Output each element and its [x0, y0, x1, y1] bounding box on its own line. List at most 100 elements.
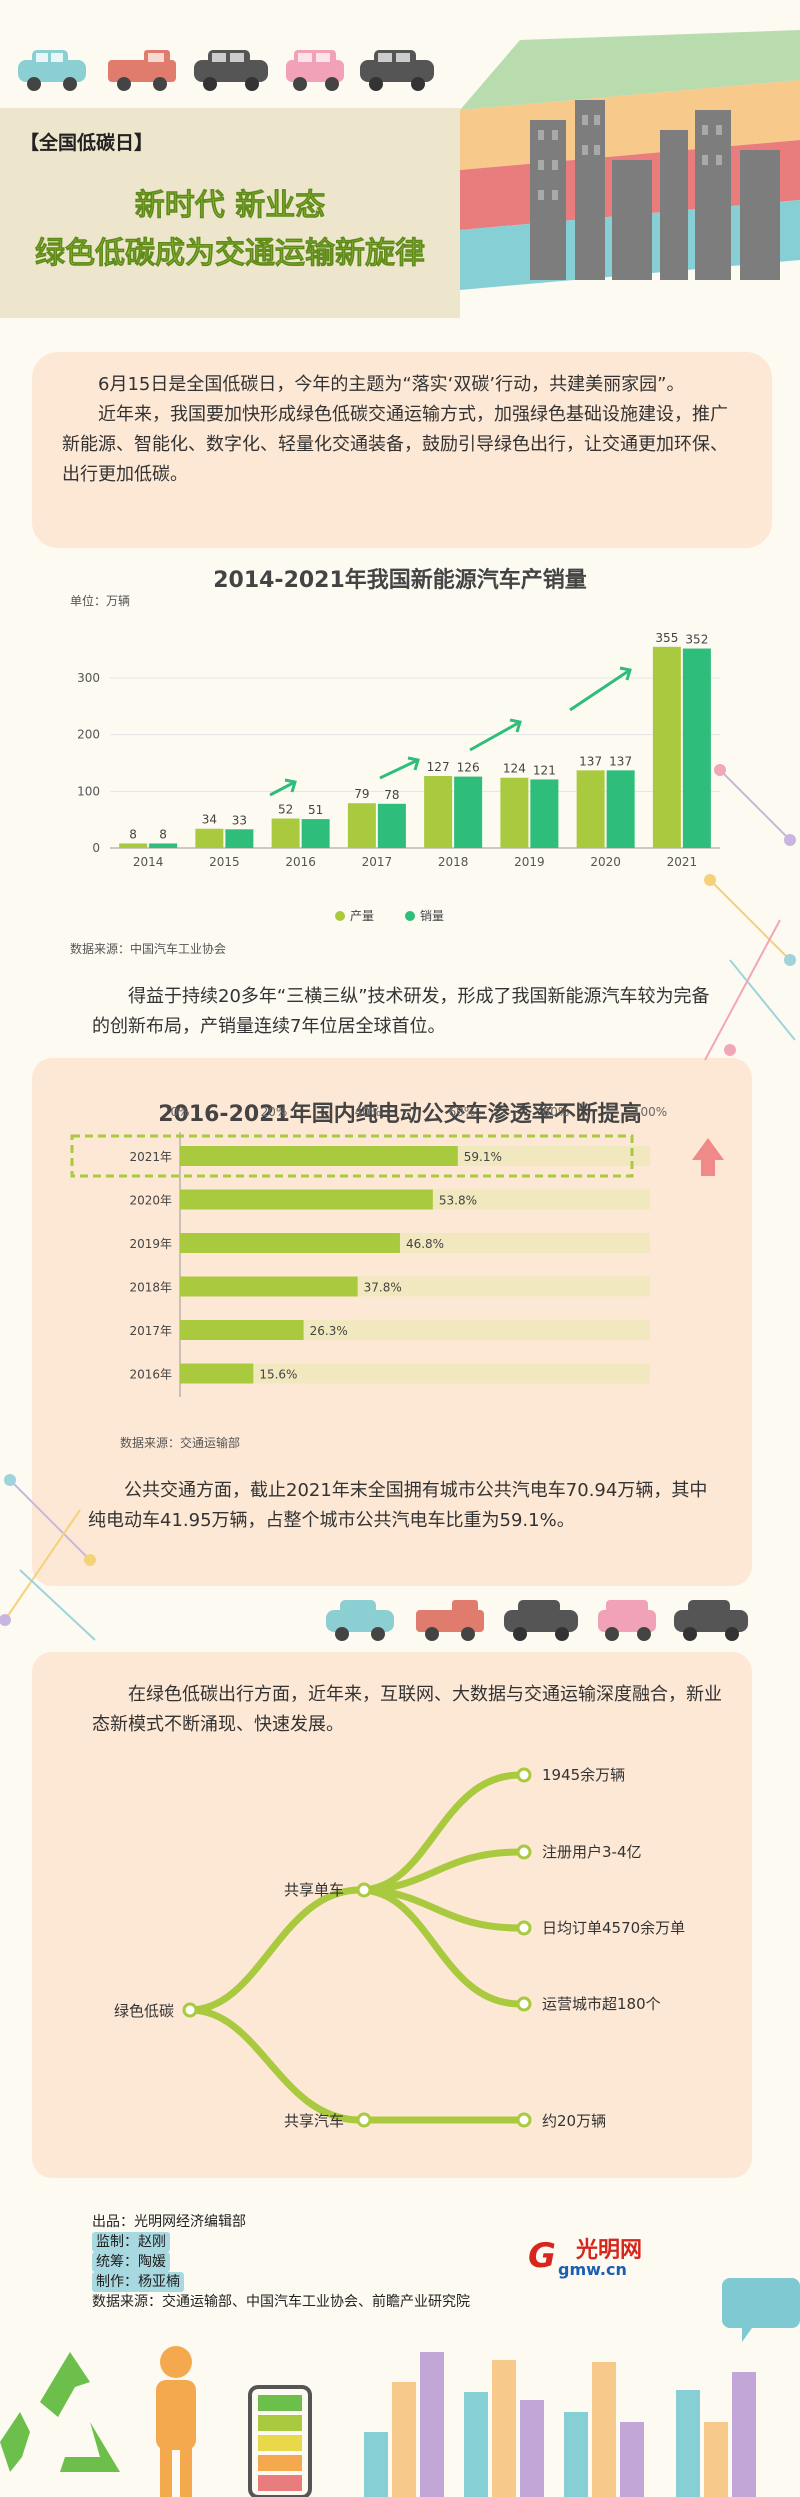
- header-tag: 【全国低碳日】: [20, 132, 154, 154]
- recycle-icon: [0, 2352, 120, 2472]
- x-tick-label: 2019: [514, 855, 545, 869]
- paragraph-innovation: 得益于持续20多年“三横三纵”技术研发，形成了我国新能源汽车较为完备的创新布局，…: [92, 986, 710, 1037]
- bar-penetration: [180, 1146, 458, 1166]
- x-tick-label: 2020: [590, 855, 621, 869]
- bottom-illustration: [0, 2278, 800, 2497]
- tree-leaf: 约20万辆: [542, 2112, 607, 2130]
- paragraph-public-transport: 公共交通方面，截止2021年末全国拥有城市公共汽电车70.94万辆，其中纯电动车…: [88, 1480, 708, 1531]
- tree-branch-bike: 共享单车: [284, 1881, 345, 1899]
- credit-coordinator: 统筹：陶媛: [92, 2252, 170, 2272]
- bar-penetration: [180, 1363, 254, 1384]
- bar-value-label: 352: [685, 633, 708, 647]
- up-arrow-icon: [692, 1138, 724, 1176]
- bar-production: [119, 843, 148, 848]
- y-tick-label: 200: [77, 728, 100, 742]
- x-tick-label: 2021: [667, 855, 698, 869]
- car-icon-row: [18, 50, 434, 91]
- logo-text: 光明网: [576, 2237, 643, 2263]
- tree-leaf: 日均订单4570余万单: [542, 1919, 686, 1937]
- chart1-bar-chart: 0 100 200 300 8 8 2014 34 33 2015 52 51 2016 79 78 2017…: [77, 631, 720, 923]
- bar-sales: [377, 803, 406, 848]
- bar-value-label: 46.8%: [406, 1237, 444, 1251]
- bar-sales: [682, 648, 711, 848]
- bar-value-label: 52: [278, 803, 293, 817]
- bar-penetration: [180, 1276, 358, 1297]
- bar-production: [271, 818, 300, 848]
- bar-value-label: 126: [457, 761, 480, 775]
- y-category-label: 2017年: [129, 1324, 172, 1338]
- bar-sales: [149, 843, 178, 848]
- y-category-label: 2019年: [129, 1237, 172, 1251]
- bar-value-label: 34: [202, 813, 217, 827]
- bar-value-label: 26.3%: [310, 1324, 348, 1338]
- bar-value-label: 53.8%: [439, 1194, 477, 1208]
- decorative-bars: [364, 2352, 756, 2497]
- credit-supervisor: 监制：赵刚: [92, 2232, 170, 2252]
- bar-production: [576, 770, 605, 848]
- credit-sources: 数据来源：交通运输部、中国汽车工业协会、前瞻产业研究院: [92, 2294, 470, 2310]
- green-travel-panel: [32, 1652, 752, 2178]
- bar-sales: [530, 779, 559, 848]
- trend-arrow-icon: [269, 778, 297, 797]
- chart2-bar-chart: 0% 20% 40% 60% 80% 100% 2021年 59.1% 2020年 53.8% 20…: [70, 1105, 724, 1397]
- bar-sales: [225, 829, 254, 848]
- x-tick-label: 2015: [209, 855, 240, 869]
- y-tick-label: 100: [77, 784, 100, 798]
- chart2-source: 数据来源：交通运输部: [120, 1436, 241, 1450]
- tree-diagram-lines: [182, 1767, 532, 2128]
- trend-arrow-icon: [379, 756, 420, 780]
- bar-sales: [301, 819, 330, 848]
- credits-block: 出品：光明网经济编辑部 监制：赵刚 统筹：陶媛 制作：杨亚楠 数据来源：交通运输…: [92, 2212, 470, 2312]
- x-tick-label: 80%: [543, 1105, 570, 1119]
- battery-icon: [248, 2385, 312, 2497]
- bar-production: [424, 776, 453, 848]
- x-tick-label: 40%: [355, 1105, 382, 1119]
- trend-arrow-icon: [569, 666, 632, 712]
- bar-value-label: 79: [354, 787, 369, 801]
- person-icon: [156, 2346, 196, 2497]
- car-icon-row-2: [326, 1600, 748, 1641]
- x-tick-label: 60%: [449, 1105, 476, 1119]
- bar-sales: [606, 770, 635, 848]
- tree-leaf: 运营城市超180个: [542, 1995, 661, 2013]
- network-decoration: [704, 764, 796, 1061]
- x-tick-label: 100%: [633, 1105, 667, 1119]
- gmw-logo: G 光明网 gmw.cn: [528, 2232, 688, 2284]
- bar-penetration: [180, 1233, 400, 1253]
- bar-penetration: [180, 1320, 304, 1340]
- x-tick-label: 2014: [133, 855, 164, 869]
- bar-value-label: 121: [533, 763, 556, 777]
- chart1-unit: 单位：万辆: [70, 594, 131, 608]
- legend-label-sales: 销量: [420, 909, 444, 923]
- y-category-label: 2020年: [129, 1194, 172, 1208]
- y-category-label: 2018年: [129, 1281, 172, 1295]
- bar-value-label: 15.6%: [259, 1368, 297, 1382]
- credit-producer: 出品：光明网经济编辑部: [92, 2214, 246, 2230]
- credit-maker: 制作：杨亚楠: [92, 2272, 184, 2292]
- bar-production: [347, 803, 376, 848]
- logo-g-mark: G: [528, 2236, 556, 2276]
- network-decoration-left: [0, 1474, 96, 1641]
- legend-marker-sales: [405, 911, 415, 921]
- bar-value-label: 33: [232, 813, 247, 827]
- bar-value-label: 124: [503, 762, 526, 776]
- chart2-title: 2016-2021年国内纯电动公交车渗透率不断提高: [158, 1102, 642, 1127]
- bar-penetration: [180, 1189, 433, 1210]
- x-tick-label: 2017: [362, 855, 393, 869]
- header-banner: [0, 0, 800, 320]
- bar-sales: [454, 776, 483, 848]
- x-tick-label: 0%: [170, 1105, 189, 1119]
- bar-value-label: 137: [579, 754, 602, 768]
- y-tick-label: 300: [77, 671, 100, 685]
- intro-paragraph-2: 近年来，我国要加快形成绿色低碳交通运输方式，加强绿色基础设施建设，推广新能源、智…: [62, 404, 728, 485]
- intro-panel: 6月15日是全国低碳日，今年的主题为“落实‘双碳’行动，共建美丽家园”。 近年来…: [32, 352, 772, 548]
- page-title-line1: 新时代 新业态: [134, 188, 326, 224]
- tree-branch-car: 共享汽车: [284, 2112, 345, 2130]
- logo-domain: gmw.cn: [558, 2260, 627, 2279]
- bar-value-label: 355: [655, 631, 678, 645]
- trend-arrow-icon: [469, 718, 522, 752]
- bar-production: [195, 828, 224, 848]
- y-tick-label: 0: [92, 841, 100, 855]
- bar-value-label: 127: [427, 760, 450, 774]
- x-tick-label: 2018: [438, 855, 469, 869]
